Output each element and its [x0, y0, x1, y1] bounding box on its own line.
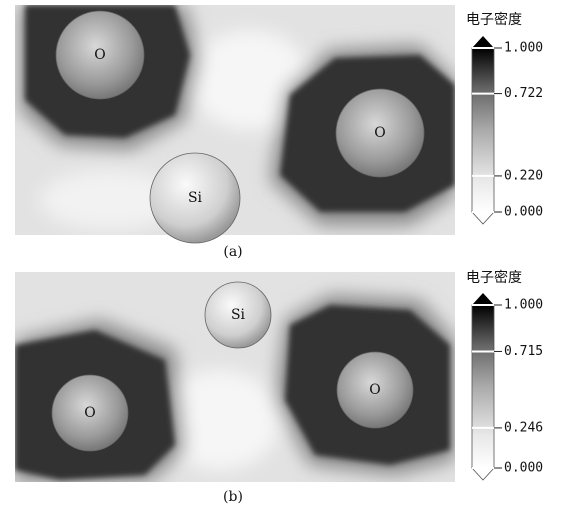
colorbar-title: 电子密度: [466, 269, 522, 286]
colorbar-tick-label: 0.722: [504, 86, 543, 101]
atom-label: O: [84, 405, 95, 421]
colorbar-top: [472, 293, 494, 305]
atom-label: O: [374, 125, 385, 141]
panel-label: (a): [223, 244, 242, 260]
colorbar-tick-label: 0.715: [504, 344, 543, 359]
colorbar-tick-label: 0.000: [504, 205, 543, 220]
atom-label: Si: [231, 307, 246, 323]
atom-label: Si: [188, 190, 203, 206]
atom-label: O: [369, 382, 380, 398]
colorbar: [472, 48, 494, 212]
figure: O O Si (a) 电子密度 1.000 0.722 0.220 0.000 Si O O (b) 电子…: [0, 0, 578, 512]
atom-label: O: [94, 47, 105, 63]
colorbar-bottom: [472, 212, 494, 224]
colorbar-tick-label: 0.220: [504, 168, 543, 183]
panel-label: (b): [223, 489, 243, 505]
colorbar-tick-label: 0.000: [504, 461, 543, 476]
colorbar-top: [472, 36, 494, 48]
colorbar-tick-label: 1.000: [504, 41, 543, 56]
colorbar-tick-label: 1.000: [504, 298, 543, 313]
colorbar-bottom: [472, 468, 494, 480]
colorbar: [472, 305, 494, 468]
colorbar-title: 电子密度: [466, 11, 522, 28]
colorbar-tick-label: 0.246: [504, 420, 543, 435]
